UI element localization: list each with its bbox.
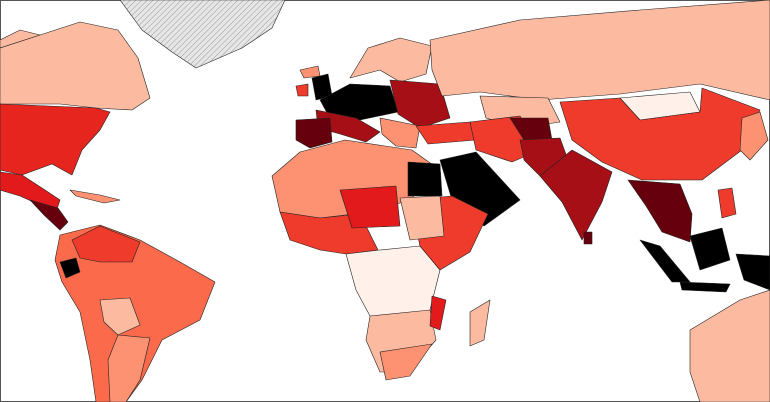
arabia [439,151,521,227]
alaska [0,29,41,49]
new-guinea [735,253,770,291]
australia [689,289,770,402]
madagascar [469,299,491,347]
south-africa [379,343,433,381]
scandinavia [349,37,433,83]
usa [0,103,111,176]
canada [0,21,151,111]
ecuador [59,257,81,279]
iberia [295,117,333,149]
greenland [119,0,286,69]
peru-bolivia [99,297,141,336]
egypt [407,161,443,197]
sumatra [639,239,691,283]
java [679,281,731,293]
caribbean [69,189,121,204]
sri-lanka [583,231,593,245]
philippines [717,187,737,219]
russia [429,0,770,101]
sudan [399,195,445,241]
central-america [29,199,69,231]
balkans [379,117,421,149]
india [539,149,613,241]
korea-japan [739,111,769,161]
ireland [295,83,309,97]
colombia-venezuela [71,225,141,263]
niger-chad [339,185,401,229]
argentina [107,334,151,402]
mozambique [429,295,447,331]
southeast-asia [627,179,693,243]
borneo [689,227,731,271]
eastern-europe [389,79,451,129]
